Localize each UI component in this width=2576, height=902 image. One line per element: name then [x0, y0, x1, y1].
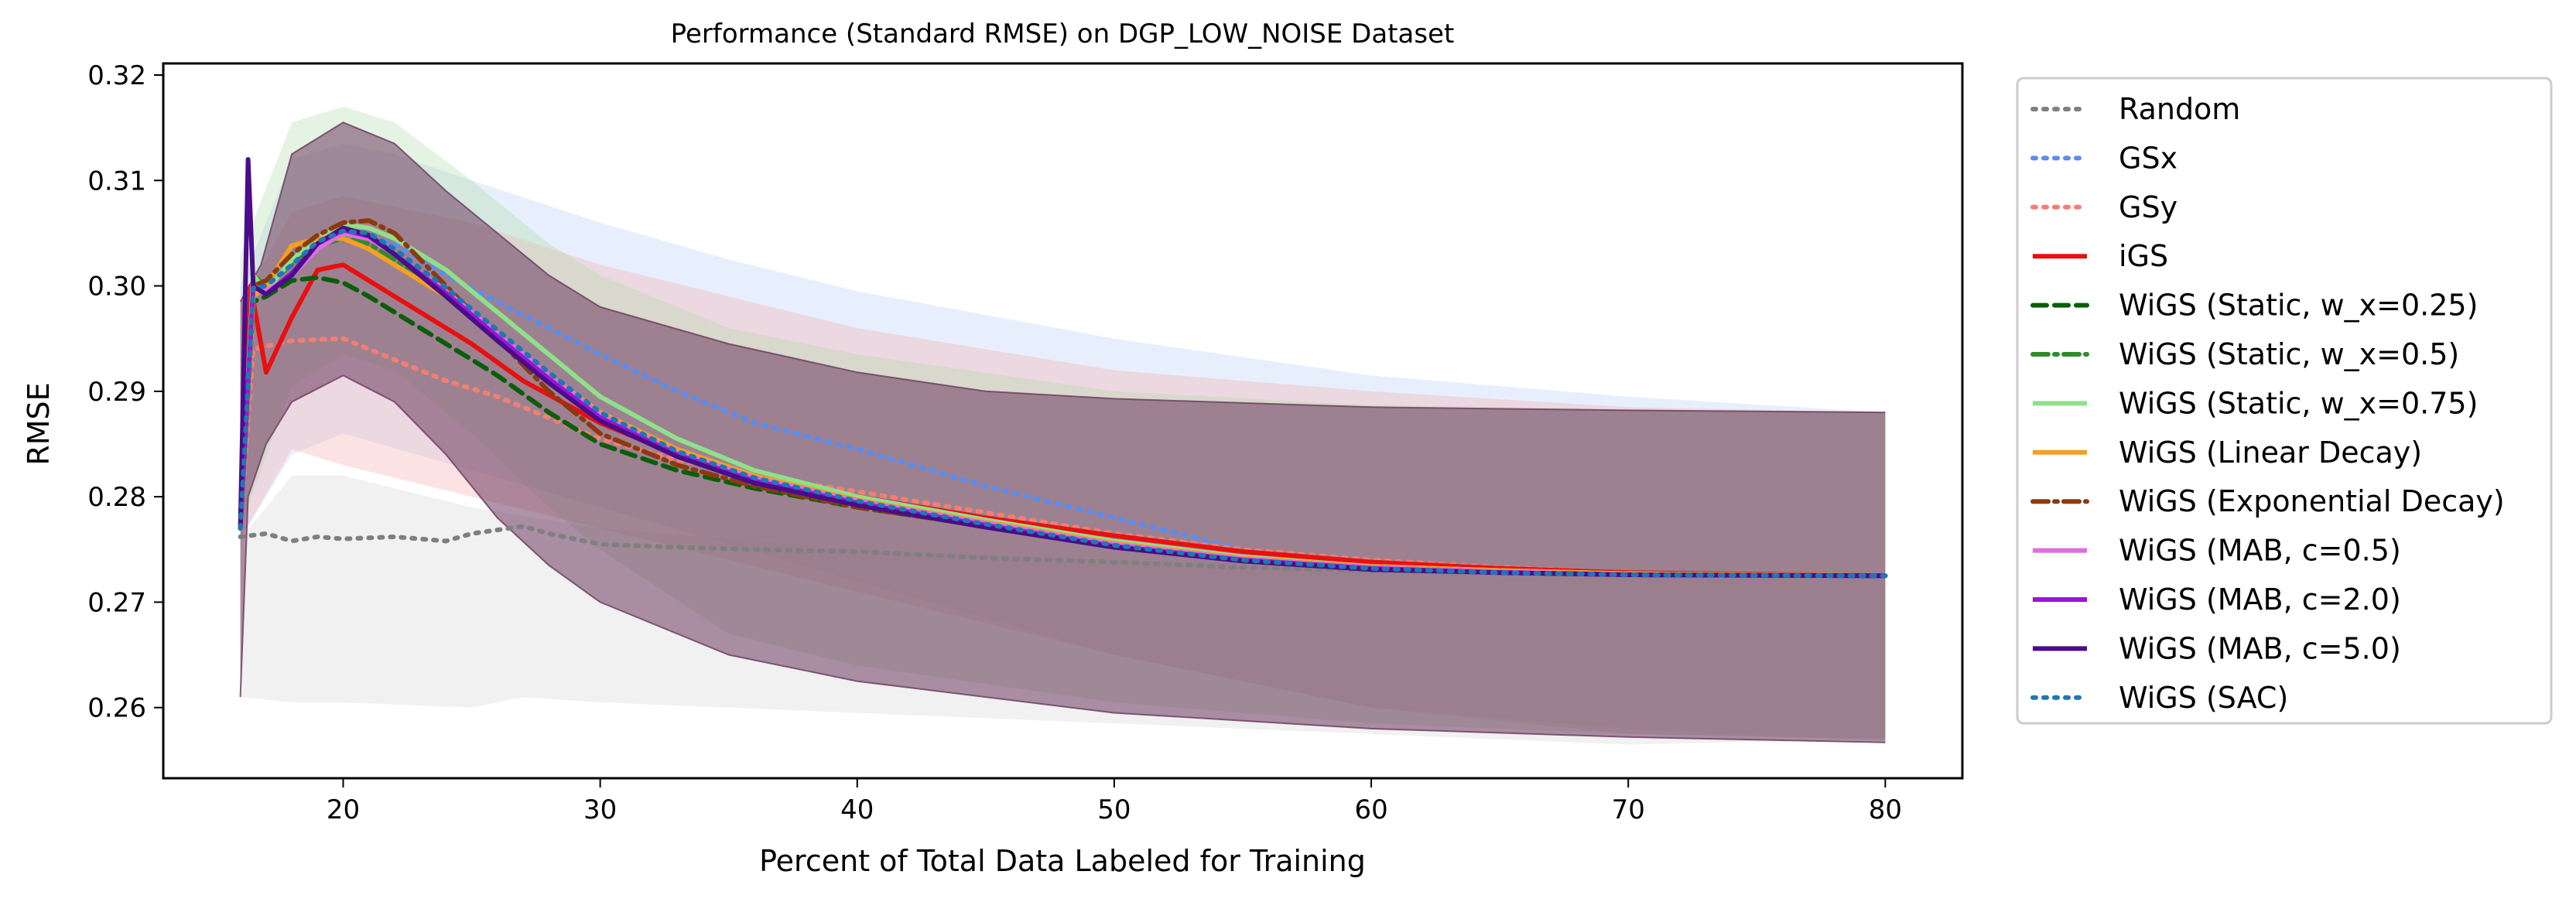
series-line-13 — [238, 228, 1888, 579]
x-tick-label: 40 — [840, 794, 874, 825]
legend-label: WiGS (MAB, c=0.5) — [2119, 534, 2401, 568]
band-edge-upper — [239, 121, 1886, 414]
x-tick-label: 20 — [327, 794, 360, 825]
y-tick-label: 0.29 — [87, 377, 146, 408]
legend-label: GSx — [2119, 141, 2177, 175]
legend-label: Random — [2119, 92, 2240, 126]
y-tick-label: 0.28 — [87, 482, 146, 513]
legend-label: WiGS (Static, w_x=0.25) — [2119, 289, 2478, 323]
y-tick-label: 0.30 — [87, 272, 146, 302]
band-edge-lower — [239, 374, 1886, 743]
x-axis-ticks: 20 30 40 50 60 70 80 — [327, 778, 1902, 825]
y-axis-ticks: 0.26 0.27 0.28 0.29 0.30 0.31 0.32 — [87, 60, 163, 724]
series-line-3 — [238, 336, 1888, 579]
x-tick-label: 50 — [1097, 794, 1131, 825]
legend-frame — [2016, 77, 2553, 725]
x-tick-label: 70 — [1612, 794, 1645, 825]
legend-label: WiGS (Exponential Decay) — [2119, 484, 2505, 518]
x-axis-label: Percent of Total Data Labeled for Traini… — [759, 844, 1366, 878]
legend-label: WiGS (MAB, c=5.0) — [2119, 631, 2401, 665]
legend-label: GSy — [2119, 190, 2177, 224]
legend: Random GSx GSy iGS WiGS (Static, w_x=0.25) Wi… — [2016, 77, 2553, 725]
legend-label: WiGS (MAB, c=2.0) — [2119, 583, 2401, 617]
confidence-band-5 — [240, 122, 1886, 743]
y-tick-label: 0.31 — [87, 166, 146, 196]
legend-label: WiGS (Linear Decay) — [2119, 436, 2422, 470]
legend-label: WiGS (Static, w_x=0.75) — [2119, 386, 2478, 420]
x-tick-label: 30 — [583, 794, 617, 825]
x-tick-label: 60 — [1354, 794, 1387, 825]
y-tick-label: 0.27 — [87, 587, 146, 618]
plot-frame — [162, 62, 1964, 780]
legend-label: WiGS (Static, w_x=0.5) — [2119, 337, 2459, 371]
x-tick-label: 80 — [1869, 794, 1902, 825]
confidence-bands — [239, 106, 1886, 745]
legend-label: WiGS (SAC) — [2119, 681, 2288, 715]
y-axis-label: RMSE — [22, 382, 56, 465]
chart-title: Performance (Standard RMSE) on DGP_LOW_N… — [671, 19, 1455, 50]
y-tick-label: 0.32 — [87, 60, 146, 91]
y-tick-label: 0.26 — [87, 693, 146, 724]
legend-label: iGS — [2119, 239, 2168, 273]
series-lines — [238, 157, 1888, 579]
